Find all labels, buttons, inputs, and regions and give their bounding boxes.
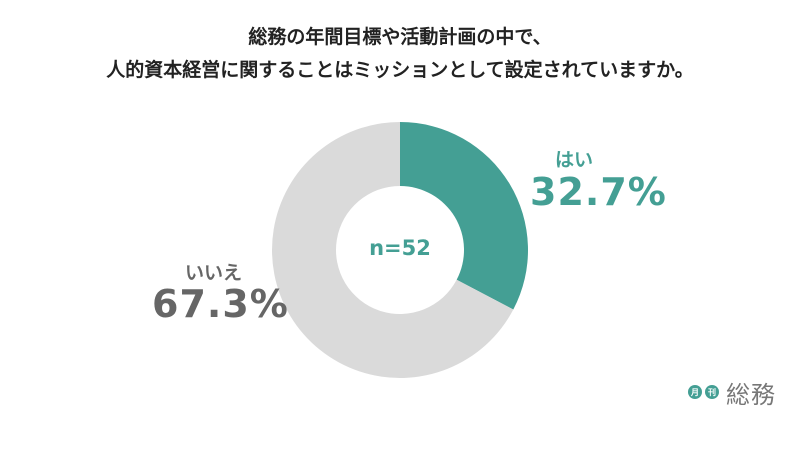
slice-label-yes: はい (555, 149, 594, 171)
logo-badge-month: 月 (688, 385, 702, 399)
logo-text: 総務 (726, 380, 776, 409)
slice-value-yes: 32.7% (530, 170, 667, 214)
slice-label-no: いいえ (185, 262, 243, 284)
slice-yes (400, 122, 529, 310)
chart-title-line-2: 人的資本経営に関することはミッションとして設定されていますか。 (106, 59, 694, 81)
publisher-logo: 月 刊 総務 (688, 376, 776, 409)
logo-badge-publication: 刊 (705, 385, 719, 399)
slice-value-no: 67.3% (152, 282, 289, 326)
slice-no (272, 122, 514, 378)
chart-title-line-1: 総務の年間目標や活動計画の中で、 (248, 26, 552, 48)
sample-size-label: n=52 (369, 236, 431, 260)
